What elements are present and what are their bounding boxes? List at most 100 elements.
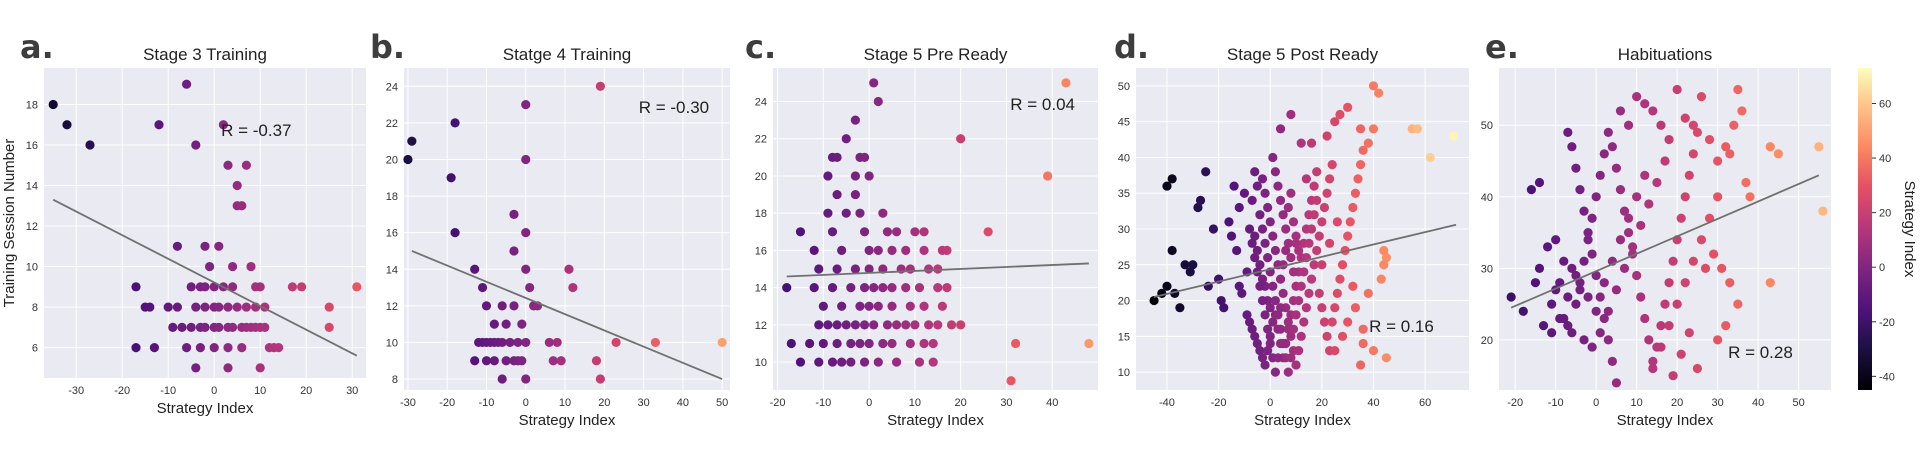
data-point	[850, 171, 860, 181]
data-point	[172, 241, 182, 251]
data-point	[841, 134, 851, 144]
data-point	[827, 227, 838, 237]
data-point	[650, 337, 660, 348]
data-point	[717, 337, 727, 348]
y-tick-label: 6	[32, 343, 38, 355]
data-point	[1317, 303, 1327, 313]
data-point	[501, 319, 511, 329]
data-point	[1350, 303, 1361, 313]
data-point	[1348, 202, 1358, 213]
data-point	[1376, 274, 1386, 284]
colorbar-tick-label: -20	[1879, 317, 1895, 329]
data-point	[1299, 317, 1309, 327]
data-point	[1306, 224, 1317, 234]
data-point	[1676, 349, 1686, 359]
data-point	[814, 264, 824, 274]
data-point	[237, 343, 247, 353]
data-point	[1567, 328, 1577, 338]
plot-area	[773, 68, 1098, 390]
data-point	[1175, 303, 1185, 313]
data-point	[823, 208, 833, 218]
data-point	[782, 283, 792, 293]
data-point	[919, 227, 929, 237]
x-tick-label: 10	[909, 397, 921, 409]
chart-title: Stage 5 Post Ready	[1227, 45, 1379, 64]
colorbar-tick-label: 20	[1879, 208, 1891, 220]
data-point	[595, 81, 605, 91]
data-point	[1306, 138, 1317, 148]
data-point	[1162, 281, 1172, 291]
data-point	[1345, 217, 1355, 227]
data-point	[878, 208, 888, 218]
data-point	[887, 338, 897, 349]
data-point	[846, 357, 856, 367]
data-point	[1301, 303, 1311, 313]
data-point	[1296, 281, 1306, 291]
data-point	[1265, 338, 1275, 349]
x-tick-label: 20	[300, 385, 312, 397]
data-point	[191, 140, 201, 150]
data-point	[149, 343, 159, 353]
panel-letter: d.	[1114, 28, 1149, 66]
data-point	[237, 201, 247, 211]
data-point	[878, 338, 888, 349]
data-point	[1275, 124, 1286, 134]
x-tick-label: 30	[637, 397, 649, 409]
data-point	[403, 154, 413, 165]
data-point	[832, 320, 842, 330]
data-point	[544, 337, 554, 348]
regression-line	[52, 198, 358, 357]
data-point	[481, 301, 492, 311]
data-point	[1201, 167, 1211, 177]
y-tick-label: 18	[26, 99, 38, 111]
data-point	[1312, 245, 1322, 256]
panel-3: -20 -10 0 10 20 30 40 10 12 14 16 18 20 22 24 R = 0.04 S…	[745, 28, 1098, 429]
data-point	[924, 320, 934, 330]
data-point	[1591, 192, 1601, 202]
regression-line	[1510, 174, 1820, 309]
data-point	[1255, 281, 1265, 291]
data-point	[1632, 192, 1642, 202]
data-point	[1358, 324, 1368, 334]
data-point	[1286, 109, 1296, 120]
data-point	[919, 301, 929, 311]
data-point	[1275, 303, 1286, 313]
y-tick-label: 40	[1118, 152, 1130, 164]
data-point	[1291, 360, 1301, 370]
data-point	[1599, 313, 1609, 324]
data-point	[1195, 195, 1206, 205]
data-point	[552, 337, 562, 348]
data-point	[933, 283, 943, 293]
data-point	[1708, 249, 1719, 259]
data-point	[131, 282, 141, 292]
panel-4: -40 -20 0 20 40 60 10 15 20 25 30 35 40 45 50 R = 0.16 S…	[1114, 28, 1469, 429]
data-point	[1286, 253, 1296, 263]
data-point	[591, 356, 602, 366]
data-point	[928, 338, 938, 349]
data-point	[887, 301, 897, 311]
data-point	[1579, 256, 1589, 266]
y-tick-label: 16	[386, 228, 398, 240]
x-axis-label: Strategy Index	[1254, 412, 1351, 429]
data-point	[1603, 127, 1613, 137]
y-tick-label: 20	[755, 171, 767, 183]
data-point	[497, 374, 507, 384]
data-point	[1304, 238, 1314, 248]
data-point	[1348, 281, 1358, 291]
data-point	[1696, 92, 1707, 102]
data-point	[1656, 120, 1666, 130]
data-point	[1660, 156, 1670, 166]
y-tick-label: 16	[755, 245, 767, 257]
data-point	[1595, 328, 1605, 338]
data-point	[1526, 185, 1536, 195]
data-point	[1534, 177, 1545, 188]
data-point	[1632, 270, 1642, 281]
data-point	[1579, 206, 1589, 216]
data-point	[450, 228, 460, 238]
data-point	[489, 319, 499, 329]
data-point	[1260, 188, 1270, 198]
x-tick-label: 30	[346, 385, 358, 397]
data-point	[1255, 210, 1265, 220]
data-point	[1358, 145, 1368, 155]
data-point	[887, 245, 897, 256]
